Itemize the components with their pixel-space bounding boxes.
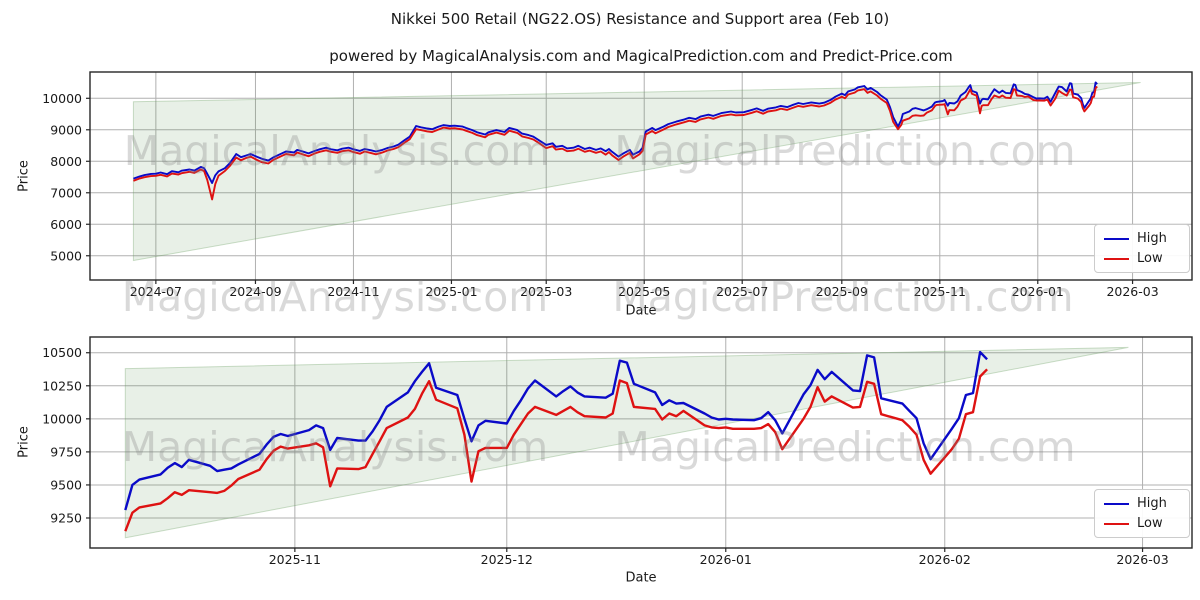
legend-label-low: Low bbox=[1137, 251, 1163, 266]
y-tick-label: 8000 bbox=[50, 154, 82, 169]
legend-item-low: Low bbox=[1104, 517, 1180, 530]
y-tick-label: 9500 bbox=[50, 477, 82, 492]
support-resistance-area bbox=[124, 346, 1129, 539]
legend-label-low: Low bbox=[1137, 516, 1163, 531]
x-tick-label: 2026-02 bbox=[919, 552, 971, 567]
top-chart-legend: High Low bbox=[1094, 224, 1190, 273]
x-tick-label: 2025-09 bbox=[816, 284, 868, 299]
legend-item-low: Low bbox=[1104, 252, 1180, 265]
y-tick-label: 5000 bbox=[50, 248, 82, 263]
legend-label-high: High bbox=[1137, 496, 1167, 511]
y-tick-label: 10000 bbox=[42, 91, 82, 106]
low-line bbox=[133, 85, 1098, 201]
y-tick-label: 7000 bbox=[50, 185, 82, 200]
legend-label-high: High bbox=[1137, 231, 1167, 246]
x-tick-label: 2025-01 bbox=[425, 284, 477, 299]
legend-item-high: High bbox=[1104, 232, 1180, 245]
high-line-swatch bbox=[1104, 502, 1129, 505]
y-tick-label: 10250 bbox=[42, 378, 82, 393]
x-tick-label: 2026-03 bbox=[1116, 552, 1168, 567]
page-title: Nikkei 500 Retail (NG22.OS) Resistance a… bbox=[390, 10, 890, 28]
y-tick-label: 10000 bbox=[42, 411, 82, 426]
low-line bbox=[124, 368, 988, 532]
legend-item-high: High bbox=[1104, 497, 1180, 510]
x-tick-label: 2026-01 bbox=[700, 552, 752, 567]
x-tick-label: 2026-01 bbox=[1012, 284, 1064, 299]
full-history-plot: 2024-07 2024-09 2024-11 2025-01 2025-03 2025-… bbox=[42, 71, 1193, 299]
top-chart-xlabel: Date bbox=[625, 303, 657, 319]
low-line-swatch bbox=[1104, 257, 1129, 260]
recent-zoom-plot: 2025-11 2025-12 2026-01 2026-02 2026-03 9250 9… bbox=[42, 336, 1193, 567]
y-tick-label: 10500 bbox=[42, 345, 82, 360]
x-tick-label: 2024-11 bbox=[327, 284, 379, 299]
chart-subtitle: powered by MagicalAnalysis.com and Magic… bbox=[329, 47, 953, 65]
bottom-chart-legend: High Low bbox=[1094, 489, 1190, 538]
bottom-chart-xlabel: Date bbox=[625, 570, 657, 586]
x-tick-label: 2025-12 bbox=[481, 552, 533, 567]
x-tick-label: 2025-03 bbox=[520, 284, 572, 299]
support-resistance-area bbox=[132, 82, 1141, 262]
x-tick-label: 2025-11 bbox=[269, 552, 321, 567]
bottom-chart-ylabel: Price bbox=[16, 426, 32, 458]
x-tick-label: 2024-09 bbox=[229, 284, 281, 299]
low-line-swatch bbox=[1104, 522, 1129, 525]
high-line-swatch bbox=[1104, 237, 1129, 240]
y-tick-label: 6000 bbox=[50, 217, 82, 232]
x-tick-label: 2025-05 bbox=[618, 284, 670, 299]
y-tick-label: 9000 bbox=[50, 122, 82, 137]
x-tick-label: 2024-07 bbox=[130, 284, 182, 299]
x-tick-label: 2025-11 bbox=[914, 284, 966, 299]
x-tick-label: 2026-03 bbox=[1106, 284, 1158, 299]
top-chart-ylabel: Price bbox=[16, 160, 32, 192]
x-tick-label: 2025-07 bbox=[716, 284, 768, 299]
high-line bbox=[133, 81, 1098, 184]
y-tick-label: 9250 bbox=[50, 510, 82, 525]
y-tick-label: 9750 bbox=[50, 444, 82, 459]
high-line bbox=[124, 350, 988, 511]
